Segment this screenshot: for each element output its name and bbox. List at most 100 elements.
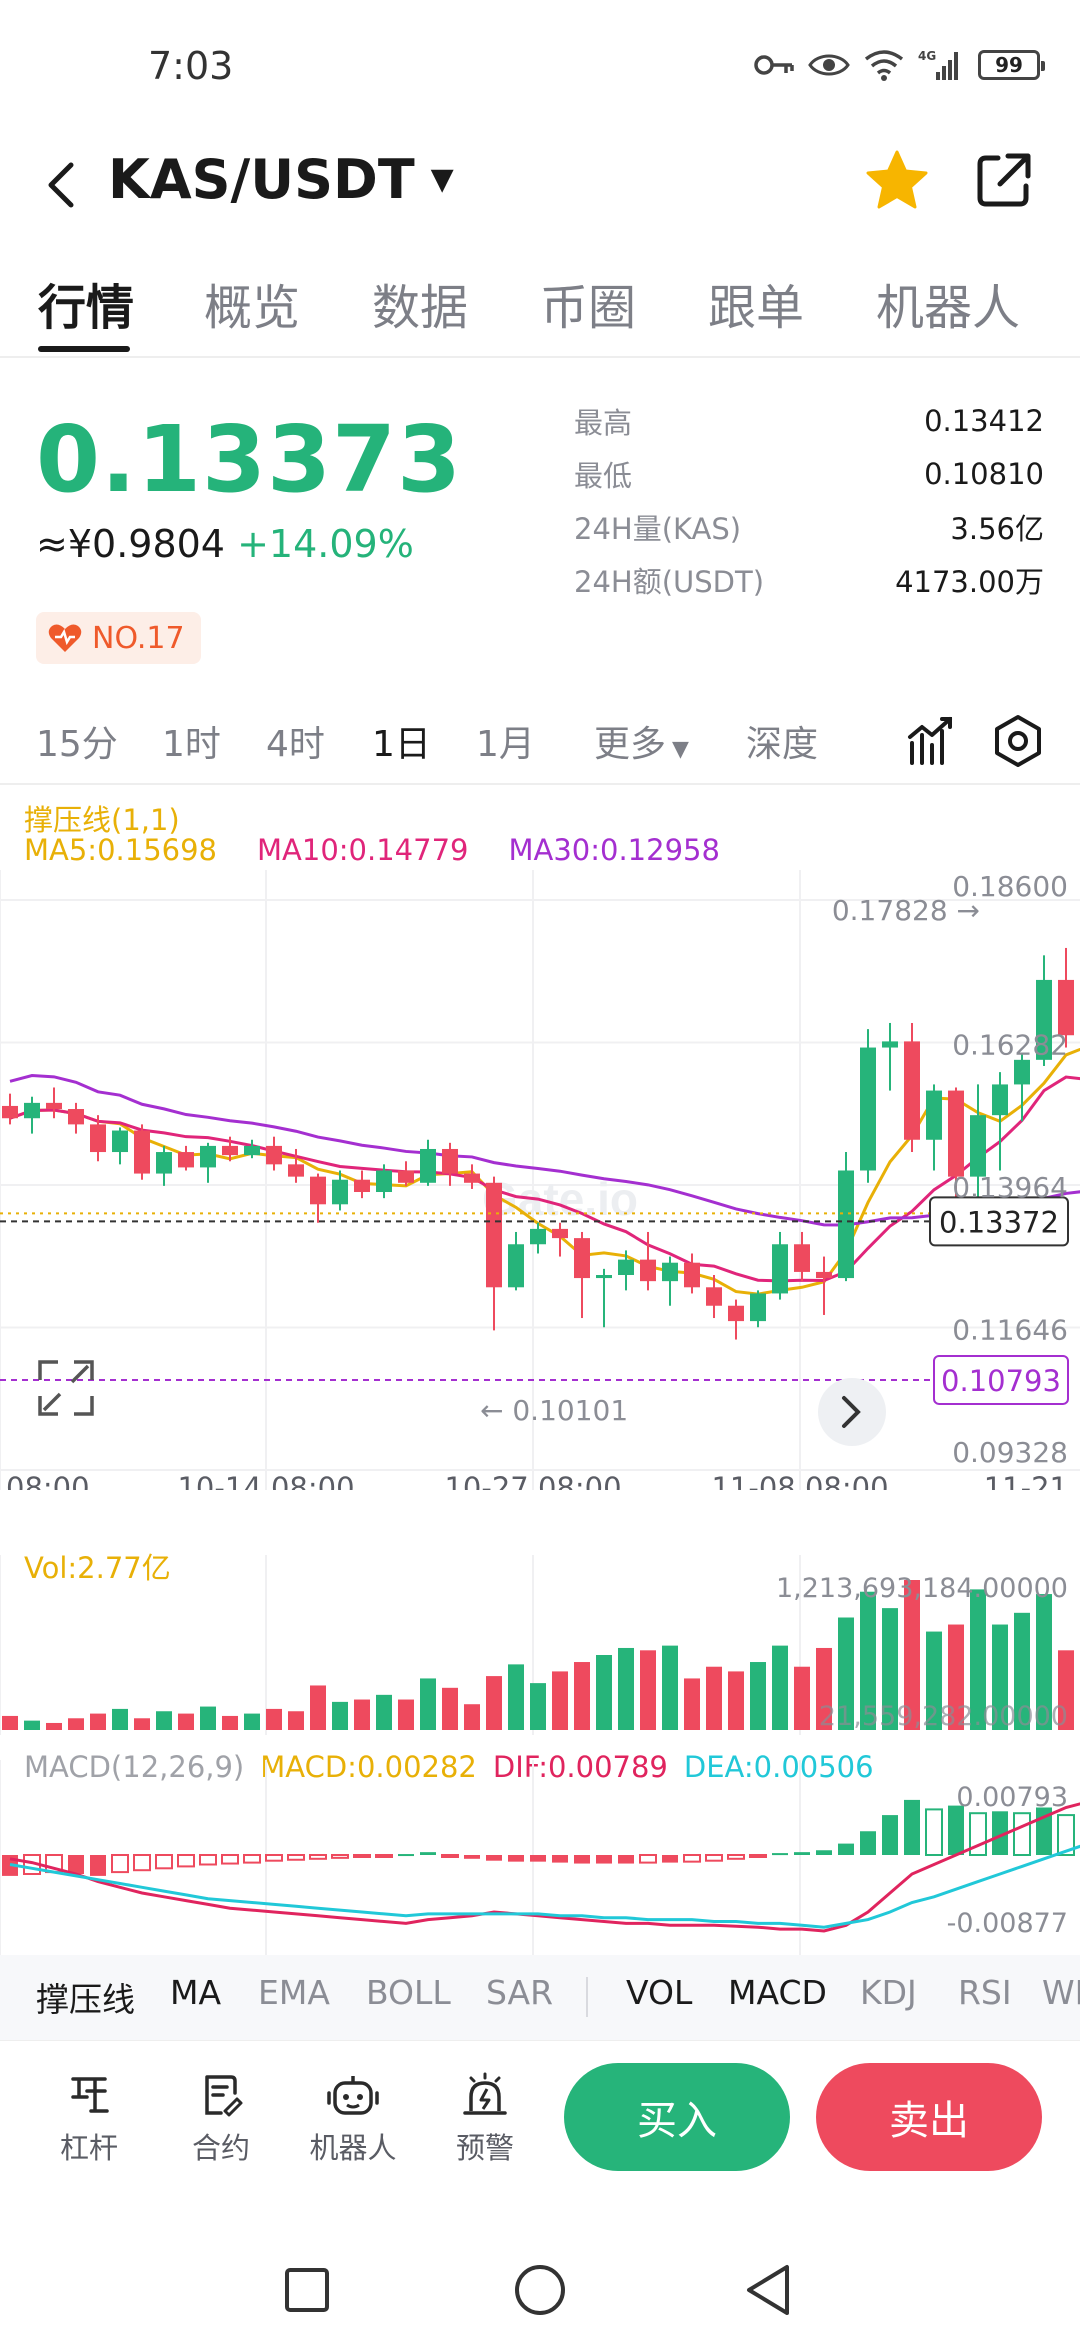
- candlestick-chart[interactable]: Gate.io 0.13372 0.10793 0.18600 0.16282 0.139…: [0, 870, 1080, 1490]
- cny-price-line: ≈¥0.9804 +14.09%: [36, 522, 414, 566]
- candle-body: [684, 1262, 700, 1288]
- back-nav-button[interactable]: [735, 2255, 805, 2325]
- wifi-icon: [864, 50, 904, 81]
- macd-histogram-bar: [398, 1854, 414, 1857]
- ind-wr[interactable]: WR: [1042, 1973, 1080, 2012]
- candle-body: [574, 1238, 590, 1279]
- circle-icon: [515, 2265, 565, 2315]
- alarm-icon: [463, 2072, 507, 2115]
- ind-rsi[interactable]: RSI: [958, 1973, 1012, 2012]
- current-price-tag-text: 0.13372: [939, 1205, 1059, 1239]
- ind-macd[interactable]: MACD: [728, 1973, 827, 2012]
- volume-bar: [552, 1671, 568, 1730]
- macd-histogram-bar: [904, 1799, 920, 1855]
- tab-bot[interactable]: 机器人: [876, 280, 1021, 336]
- candle-body: [222, 1145, 238, 1156]
- back-button[interactable]: [30, 150, 90, 220]
- dea-line: [9, 1844, 1080, 1929]
- indicator-settings-button[interactable]: [904, 713, 960, 769]
- sr-legend: 撑压线(1,1): [24, 803, 180, 837]
- chart-settings-button[interactable]: [990, 713, 1046, 769]
- ind-support-resistance[interactable]: 撑压线: [36, 1980, 135, 2019]
- candle-body: [970, 1115, 986, 1177]
- macd-histogram-bar: [486, 1855, 502, 1861]
- depth-chart-button[interactable]: 深度: [746, 724, 819, 765]
- pair-selector[interactable]: KAS/USDT ▼: [108, 148, 454, 211]
- volume-bar: [200, 1706, 216, 1730]
- macd-histogram-bar: [90, 1855, 106, 1876]
- ind-kdj[interactable]: KDJ: [860, 1973, 917, 2012]
- candle-body: [992, 1084, 1008, 1116]
- ind-boll[interactable]: BOLL: [366, 1973, 451, 2012]
- candle-body: [420, 1148, 436, 1183]
- recent-apps-button[interactable]: [272, 2255, 342, 2325]
- macd-histogram-bar: [662, 1855, 678, 1863]
- contract-icon: [205, 2075, 243, 2117]
- candle-body: [442, 1148, 458, 1174]
- candle-body: [640, 1259, 656, 1282]
- y-axis-label: 0.16282: [952, 1029, 1068, 1062]
- tab-copytrade[interactable]: 跟单: [708, 280, 805, 336]
- tab-data[interactable]: 数据: [372, 280, 469, 336]
- ind-ema[interactable]: EMA: [258, 1973, 330, 2012]
- volume-bar: [530, 1683, 546, 1730]
- settings-hex-icon: [995, 715, 1041, 767]
- volume-bar: [376, 1694, 392, 1730]
- candle-body: [156, 1152, 172, 1174]
- macd-chart[interactable]: 0.00793 -0.00877: [0, 1760, 1080, 1955]
- y-axis-label: 0.11646: [952, 1314, 1068, 1347]
- contract-label: 合约: [191, 2131, 250, 2165]
- macd-histogram-bar: [683, 1854, 701, 1863]
- rank-badge[interactable]: NO.17: [36, 612, 201, 664]
- interval-1h[interactable]: 1时: [162, 724, 221, 765]
- volume-bar: [90, 1713, 106, 1730]
- leverage-button[interactable]: 杠杆: [34, 2071, 144, 2167]
- stat-label: 24H量(KAS): [574, 511, 742, 546]
- ma30-line: [9, 1074, 1080, 1227]
- bot-button[interactable]: 机器人: [298, 2071, 408, 2167]
- macd-histogram-bar: [618, 1855, 634, 1864]
- volume-bar: [1036, 1594, 1052, 1730]
- battery-icon: 99: [978, 50, 1045, 80]
- volume-chart[interactable]: 1,213,693,184.00000 21,559,282.00000: [0, 1555, 1080, 1735]
- volume-bar: [222, 1715, 238, 1730]
- y-axis-label: 0.18600: [952, 870, 1068, 903]
- back-arrow-icon: [48, 162, 74, 208]
- macd-histogram-bar: [464, 1855, 480, 1859]
- tab-community[interactable]: 币圈: [540, 280, 637, 336]
- share-button[interactable]: [968, 146, 1038, 216]
- macd-min-label: -0.00877: [947, 1908, 1068, 1939]
- sell-button[interactable]: 卖出: [816, 2063, 1042, 2171]
- candle-body: [552, 1228, 568, 1239]
- scroll-latest-button[interactable]: [818, 1378, 886, 1446]
- volume-bar: [288, 1711, 304, 1730]
- square-icon: [285, 2268, 329, 2312]
- expand-icon[interactable]: [38, 1360, 94, 1416]
- volume-bar: [398, 1699, 414, 1730]
- volume-bar: [706, 1666, 722, 1730]
- alert-button[interactable]: 预警: [430, 2071, 540, 2167]
- tab-market[interactable]: 行情: [38, 280, 135, 336]
- interval-1mo[interactable]: 1月: [476, 724, 535, 765]
- tab-overview[interactable]: 概览: [204, 280, 301, 336]
- ind-ma[interactable]: MA: [170, 1973, 222, 2012]
- macd-histogram-bar: [772, 1853, 788, 1856]
- contract-button[interactable]: 合约: [166, 2071, 276, 2167]
- home-button[interactable]: [505, 2255, 575, 2325]
- candle-body: [244, 1145, 260, 1156]
- ind-sar[interactable]: SAR: [486, 1973, 554, 2012]
- interval-more[interactable]: 更多 ▼: [594, 715, 689, 767]
- dea-value: DEA:0.00506: [683, 1750, 874, 1784]
- macd-histogram-bar: [508, 1855, 524, 1862]
- favorite-button[interactable]: [862, 146, 932, 216]
- ind-vol[interactable]: VOL: [626, 1973, 693, 2012]
- candle-body: [90, 1124, 106, 1153]
- macd-histogram-bar: [1057, 1814, 1075, 1856]
- interval-4h[interactable]: 4时: [266, 724, 325, 765]
- interval-15m[interactable]: 15分: [36, 724, 118, 765]
- macd-histogram-bar: [948, 1805, 964, 1855]
- volume-bar: [596, 1655, 612, 1730]
- status-bar: 7:03 4G 99: [0, 0, 1080, 130]
- interval-1d[interactable]: 1日: [372, 724, 431, 765]
- buy-button[interactable]: 买入: [564, 2063, 790, 2171]
